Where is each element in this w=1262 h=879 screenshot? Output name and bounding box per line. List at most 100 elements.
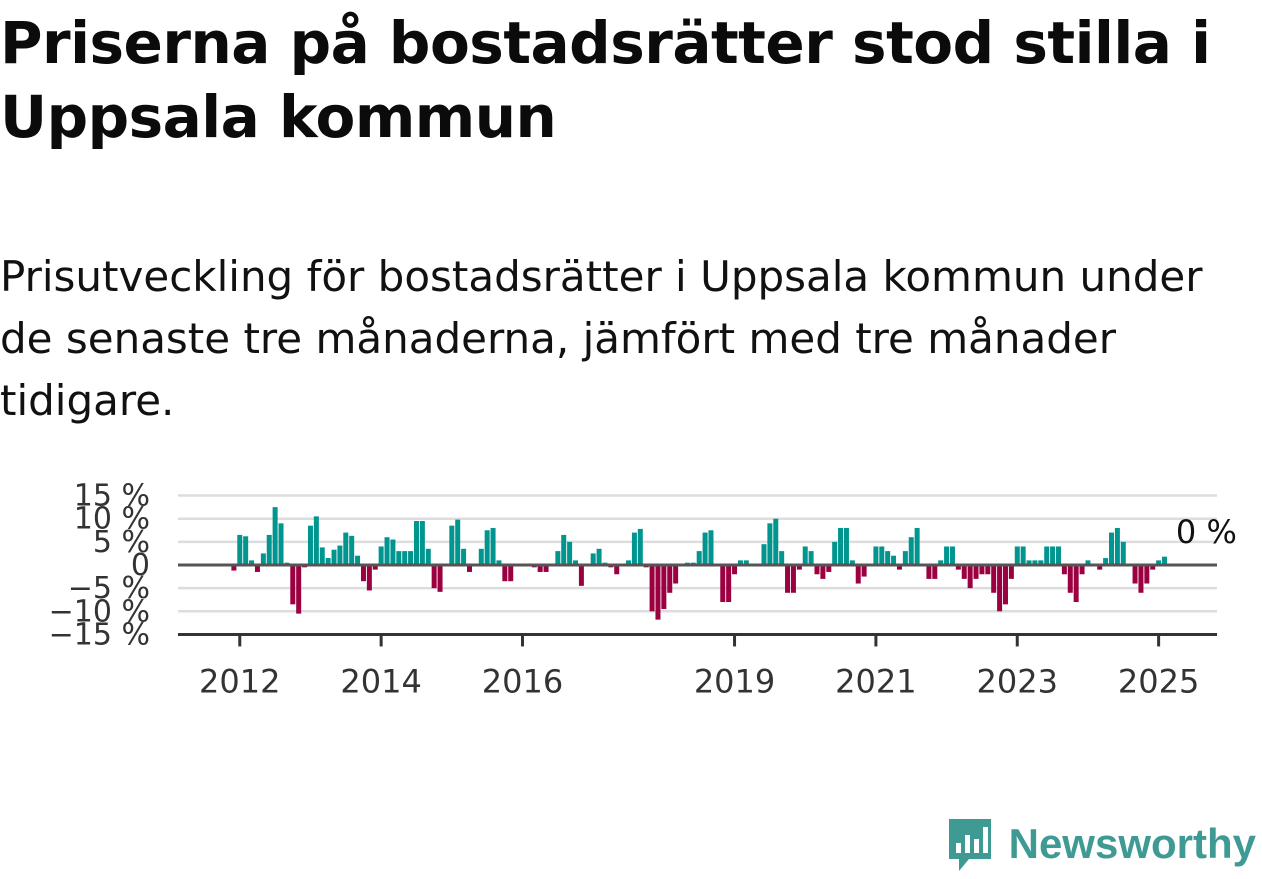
bar <box>1144 565 1150 584</box>
bar <box>296 565 302 614</box>
x-tick-label: 2014 <box>340 662 421 700</box>
bar <box>1002 565 1008 605</box>
bar <box>1014 546 1020 565</box>
bar <box>655 565 661 620</box>
bar <box>896 565 902 570</box>
bar <box>272 507 278 566</box>
bar <box>997 565 1003 612</box>
brand-logo: Newsworthy <box>945 815 1256 873</box>
bar <box>355 555 361 565</box>
y-axis-ticks: 15 %10 %5 %0−5 %−10 %−15 % <box>49 479 150 653</box>
bar <box>461 548 467 565</box>
bar <box>667 565 673 593</box>
bar <box>396 551 402 565</box>
bar <box>266 534 272 565</box>
bar <box>455 519 461 565</box>
bar <box>1085 560 1091 565</box>
bar <box>1150 565 1156 570</box>
axes <box>178 563 1217 636</box>
bar <box>243 536 249 565</box>
bar <box>1114 527 1120 565</box>
bar <box>843 527 849 565</box>
bar <box>873 546 879 565</box>
bar <box>808 551 814 565</box>
bar <box>337 545 343 565</box>
bar <box>1032 560 1038 565</box>
bar <box>413 521 419 565</box>
bar <box>737 560 743 565</box>
bar <box>319 547 325 565</box>
latest-value-label: 0 % <box>1176 513 1237 551</box>
bar <box>696 551 702 565</box>
bar <box>832 541 838 565</box>
bar <box>785 565 791 593</box>
bar <box>849 560 855 565</box>
bar <box>938 560 944 565</box>
bar <box>425 548 431 565</box>
bar <box>508 565 514 582</box>
bar <box>1138 565 1144 593</box>
bar <box>891 555 897 565</box>
bar <box>290 565 296 605</box>
chart-title: Priserna på bostadsrätter stod stilla i … <box>0 9 1211 151</box>
bar <box>543 565 549 572</box>
bar <box>985 565 991 575</box>
bar <box>914 527 920 565</box>
bar <box>773 518 779 565</box>
y-tick-label: 5 % <box>93 525 150 560</box>
bar <box>1044 546 1050 565</box>
bar <box>490 527 496 565</box>
y-tick-label: 15 % <box>74 479 150 514</box>
chart-subtitle: Prisutveckling för bostadsrätter i Uppsa… <box>0 252 1203 425</box>
bar <box>955 565 961 570</box>
bar <box>1038 560 1044 565</box>
bar <box>926 565 932 579</box>
bar <box>1061 565 1067 575</box>
bar <box>614 565 620 575</box>
bar <box>343 532 349 565</box>
bar <box>637 528 643 565</box>
bar <box>631 532 637 565</box>
bar <box>1026 560 1032 565</box>
bar <box>767 523 773 565</box>
x-tick-label: 2016 <box>482 662 563 700</box>
y-tick-label: −15 % <box>49 617 150 652</box>
bar-chart: 15 %10 %5 %0−5 %−10 %−15 % 2012 2014 2016 2… <box>49 479 1237 701</box>
bar <box>1156 560 1162 565</box>
bar <box>967 565 973 589</box>
bar <box>331 549 337 565</box>
bar <box>814 565 820 575</box>
bar <box>249 560 255 565</box>
bar <box>278 523 284 565</box>
bar <box>537 565 543 572</box>
x-tick-label: 2019 <box>694 662 775 700</box>
bar <box>502 565 508 582</box>
bars <box>231 507 1173 620</box>
bar <box>732 565 738 575</box>
bar <box>1055 546 1061 565</box>
y-tick-label: −5 % <box>68 571 150 606</box>
bar <box>908 537 914 565</box>
bar <box>973 565 979 579</box>
bar <box>991 565 997 593</box>
bar <box>555 551 561 565</box>
bar <box>390 539 396 565</box>
bar-chart-speech-bubble-icon <box>948 819 991 871</box>
bar <box>419 521 425 565</box>
bar <box>254 565 260 572</box>
bar <box>1120 541 1126 565</box>
bar <box>349 535 355 565</box>
bar <box>466 565 472 572</box>
bar <box>708 530 714 565</box>
bar <box>796 565 802 570</box>
bar <box>237 534 243 565</box>
bar <box>1132 565 1138 584</box>
bar <box>573 560 579 565</box>
x-tick-label: 2012 <box>199 662 280 700</box>
bar <box>961 565 967 579</box>
bar <box>702 532 708 565</box>
bar <box>979 565 985 575</box>
bar <box>1109 532 1114 565</box>
bar <box>1097 565 1103 570</box>
bar <box>673 565 679 584</box>
